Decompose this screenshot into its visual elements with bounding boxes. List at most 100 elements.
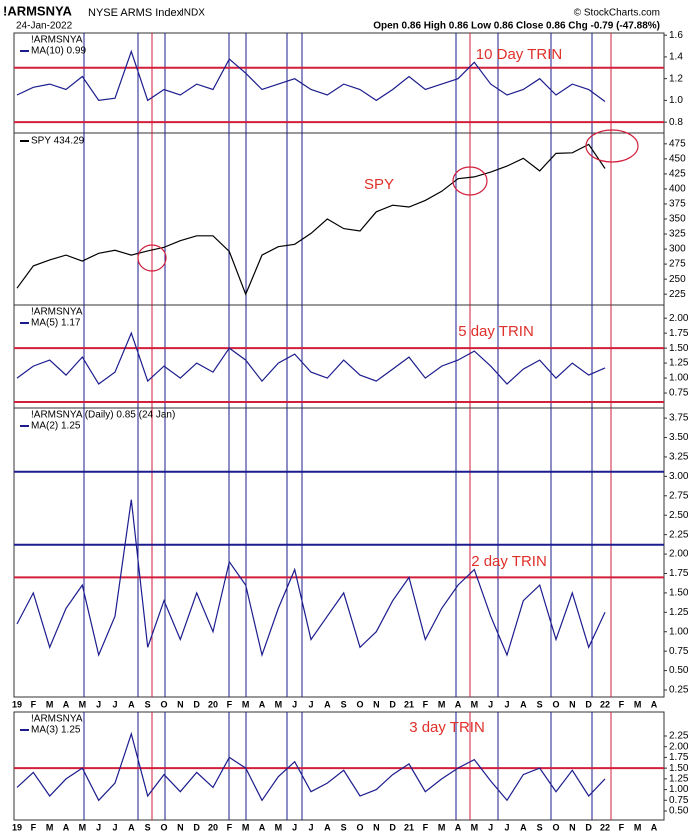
highlight-ellipse [585, 129, 639, 163]
x-tick-label: O [552, 699, 559, 709]
x-tick-label: F [423, 699, 429, 709]
y-tick-label: 250 [669, 274, 686, 285]
x-tick-label: A [63, 699, 70, 709]
x-tick-label: M [438, 699, 446, 709]
x-tick-label: F [227, 699, 233, 709]
x-tick-label: D [389, 822, 396, 832]
x-tick-label: D [585, 699, 592, 709]
x-tick-label: M [438, 822, 446, 832]
y-tick-label: 1.00 [669, 626, 689, 637]
y-tick-label: 2.75 [669, 490, 689, 501]
y-tick-label: 2.25 [669, 731, 689, 742]
y-tick-label: 400 [669, 184, 686, 195]
annotation: 3 day TRIN [409, 719, 485, 736]
x-tick-label: S [537, 699, 543, 709]
series-line [16, 731, 606, 802]
date: 24-Jan-2022 [16, 21, 73, 32]
x-tick-label: J [504, 699, 509, 709]
y-tick-label: 325 [669, 229, 686, 240]
legend-title: !ARMSNYA [31, 714, 83, 725]
legend-title: !ARMSNYA (Daily) 0.85 (24 Jan) [31, 410, 175, 421]
y-tick-label: 1.00 [669, 373, 689, 384]
x-tick-label: M [275, 822, 283, 832]
y-tick-label: 0.50 [669, 806, 689, 817]
legend-label: MA(5) 1.17 [31, 318, 81, 329]
highlight-ellipse [137, 244, 167, 272]
x-tick-label: N [373, 699, 380, 709]
y-tick-label: 0.75 [669, 388, 689, 399]
x-tick-label: D [193, 822, 200, 832]
x-tick-label: D [389, 699, 396, 709]
y-tick-label: 3.00 [669, 471, 689, 482]
annotation: SPY [364, 176, 394, 193]
x-tick-label: F [227, 822, 233, 832]
y-tick-label: 1.50 [669, 343, 689, 354]
annotation: 5 day TRIN [458, 323, 534, 340]
x-tick-label: D [585, 822, 592, 832]
x-tick-label: A [651, 699, 658, 709]
annotation: 2 day TRIN [471, 553, 547, 570]
x-tick-label: M [79, 822, 87, 832]
source: © StockCharts.com [574, 8, 660, 19]
y-tick-label: 1.75 [669, 328, 689, 339]
x-tick-label: M [46, 822, 54, 832]
x-tick-label: 21 [404, 699, 414, 709]
x-tick-label: S [145, 822, 151, 832]
x-tick-label: M [275, 699, 283, 709]
y-tick-label: 1.25 [669, 773, 689, 784]
series-line [16, 143, 606, 296]
highlight-ellipse [452, 166, 488, 196]
x-tick-label: 22 [600, 822, 610, 832]
x-tick-label: O [160, 822, 167, 832]
x-tick-label: F [31, 699, 37, 709]
legend-label: MA(2) 1.25 [31, 421, 81, 432]
y-tick-label: 0.75 [669, 646, 689, 657]
legend-label: MA(10) 0.99 [31, 46, 86, 57]
x-tick-label: A [520, 699, 527, 709]
x-tick-label: A [324, 699, 331, 709]
x-tick-label: M [634, 822, 642, 832]
x-tick-label: A [128, 699, 135, 709]
x-tick-label: J [504, 822, 509, 832]
x-tick-label: M [634, 699, 642, 709]
x-tick-label: O [552, 822, 559, 832]
x-tick-label: A [259, 822, 266, 832]
x-tick-label: M [242, 822, 250, 832]
y-tick-label: 350 [669, 214, 686, 225]
y-tick-label: 1.25 [669, 607, 689, 618]
x-tick-label: J [292, 699, 297, 709]
panel [13, 304, 665, 409]
y-tick-label: 1.6 [669, 30, 683, 41]
x-tick-label: N [569, 699, 576, 709]
x-tick-label: J [112, 822, 117, 832]
x-tick-label: 21 [404, 822, 414, 832]
x-tick-label: S [341, 699, 347, 709]
x-tick-label: A [128, 822, 135, 832]
panel [13, 132, 665, 306]
x-tick-label: F [31, 822, 37, 832]
x-tick-label: F [423, 822, 429, 832]
x-tick-label: J [292, 822, 297, 832]
x-tick-label: 22 [600, 699, 610, 709]
y-tick-label: 1.2 [669, 73, 683, 84]
y-tick-label: 275 [669, 259, 686, 270]
y-tick-label: 1.4 [669, 52, 683, 63]
x-tick-label: S [341, 822, 347, 832]
x-tick-label: A [651, 822, 658, 832]
x-tick-label: O [356, 699, 363, 709]
y-tick-label: 1.0 [669, 95, 683, 106]
y-tick-label: 425 [669, 169, 686, 180]
y-tick-label: 375 [669, 199, 686, 210]
x-tick-label: 19 [12, 699, 22, 709]
x-tick-label: A [324, 822, 331, 832]
x-tick-label: 20 [208, 699, 218, 709]
y-tick-label: 1.50 [669, 588, 689, 599]
x-tick-label: J [96, 822, 101, 832]
x-tick-label: A [63, 822, 70, 832]
x-tick-label: N [373, 822, 380, 832]
x-tick-label: M [471, 699, 479, 709]
x-tick-label: M [242, 699, 250, 709]
x-tick-label: N [569, 822, 576, 832]
y-tick-label: 300 [669, 244, 686, 255]
